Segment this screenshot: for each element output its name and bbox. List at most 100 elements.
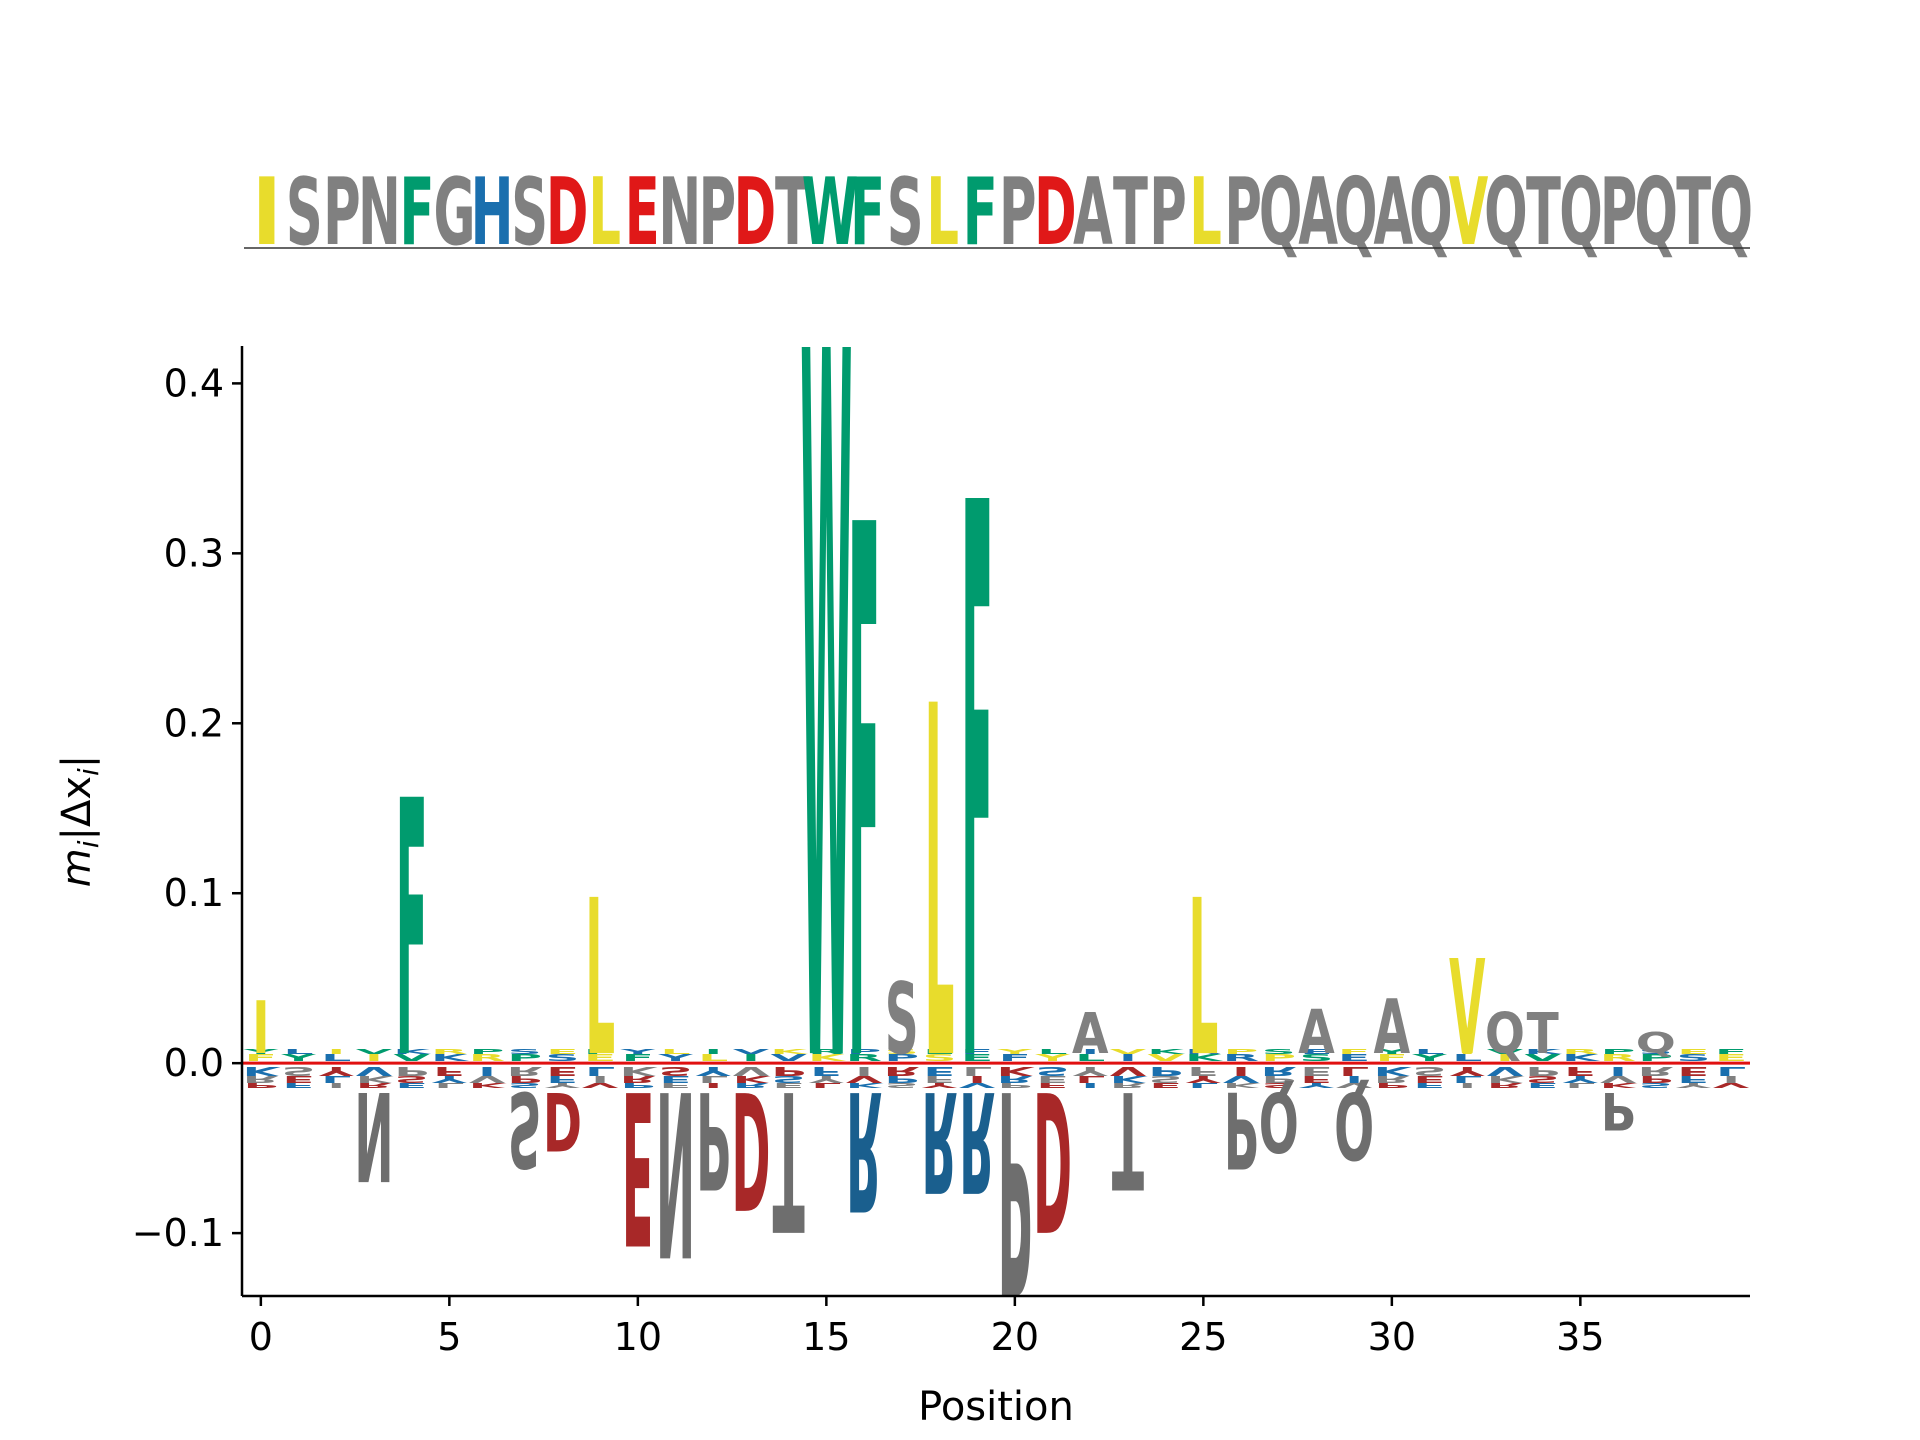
minor-letter-text: P	[394, 1064, 429, 1078]
minor-letter-text: V	[846, 1074, 883, 1085]
minor-letter-text: I	[704, 1048, 722, 1056]
minor-letter-text: L	[1339, 1064, 1369, 1078]
minor-letter: L	[1716, 1064, 1746, 1078]
sequence-letter-text: T	[1676, 158, 1711, 267]
positive-letter-19: F	[961, 347, 993, 1233]
negative-letter-3: N	[354, 1064, 393, 1206]
minor-letter: I	[704, 1082, 722, 1090]
minor-letter-text: R	[1562, 1048, 1598, 1056]
minor-letter-text: K	[1487, 1074, 1526, 1085]
minor-letter: E	[1527, 1082, 1559, 1090]
minor-letter-text: E	[773, 1082, 805, 1090]
minor-letter-text: F	[433, 1064, 465, 1078]
sequence-letter-text: P	[1600, 158, 1638, 267]
minor-letter: S	[508, 1082, 542, 1090]
negative-letter-26: P	[1224, 1067, 1259, 1190]
minor-letter-text: V	[1600, 1074, 1637, 1085]
sequence-letter: H	[471, 158, 514, 267]
sequence-letter: V	[1449, 158, 1489, 267]
minor-letter: S	[922, 1052, 956, 1063]
minor-letter-text: K	[770, 1048, 809, 1056]
sequence-letter: D	[1034, 158, 1077, 267]
sequence-letter-text: Q	[1709, 158, 1753, 267]
positive-letter-15: W	[800, 153, 852, 1282]
sequence-letter: Q	[1484, 158, 1528, 267]
minor-letter-text: R	[1185, 1048, 1221, 1056]
sequence-letter: Q	[1409, 158, 1453, 267]
minor-letter-text: F	[999, 1052, 1031, 1063]
minor-letter: R	[356, 1082, 392, 1090]
minor-letter: F	[1715, 1048, 1747, 1056]
negative-letter-11-text: N	[656, 1039, 695, 1303]
minor-letter: I	[1232, 1064, 1250, 1078]
minor-letter-text: Y	[318, 1064, 355, 1078]
minor-letter-text: V	[770, 1052, 807, 1063]
positive-letter-22-text: A	[1072, 1002, 1108, 1067]
sequence-letter: D	[734, 158, 777, 267]
minor-letter-text: V	[582, 1082, 618, 1090]
minor-letter-text: F	[1300, 1074, 1332, 1085]
sequence-letter-text: L	[926, 158, 959, 267]
minor-letter: R	[808, 1048, 844, 1056]
minor-letter: E	[282, 1074, 314, 1085]
sequence-letter: A	[1073, 158, 1113, 267]
minor-letter-text: R	[356, 1082, 392, 1090]
sequence-letter: E	[625, 158, 660, 267]
minor-letter: I	[1496, 1052, 1514, 1063]
minor-letter-text: E	[584, 1052, 616, 1063]
y-title-close: |	[54, 755, 100, 768]
sequence-letter: Q	[1634, 158, 1678, 267]
minor-letter: L	[698, 1052, 728, 1063]
negative-letter-27-text: Q	[1259, 1074, 1299, 1170]
sequence-letter: P	[1224, 158, 1262, 267]
minor-letter: P	[1375, 1082, 1410, 1090]
minor-letter: Y	[544, 1082, 580, 1090]
minor-letter: E	[923, 1064, 955, 1078]
sequence-letter-text: A	[1298, 158, 1338, 267]
sequence-letter-text: S	[511, 158, 548, 267]
negative-letter-23-text: T	[1112, 1061, 1144, 1217]
minor-letter-text: K	[846, 1082, 885, 1090]
minor-letter-text: L	[284, 1048, 314, 1056]
minor-letter: S	[1036, 1064, 1070, 1078]
minor-letter-text: K	[1110, 1074, 1149, 1085]
minor-letter-text: L	[1075, 1052, 1105, 1063]
minor-letter: K	[808, 1052, 847, 1063]
minor-letter-text: E	[923, 1048, 955, 1056]
minor-letter: E	[923, 1048, 955, 1056]
x-tick-label: 35	[1556, 1315, 1604, 1359]
minor-letter-text: S	[1639, 1048, 1673, 1056]
minor-letter: E	[1300, 1064, 1332, 1078]
minor-letter-text: S	[282, 1064, 316, 1078]
negative-letter-8-text: D	[543, 1074, 582, 1167]
minor-letter-text: V	[393, 1052, 430, 1063]
minor-letter: I	[742, 1052, 760, 1063]
sequence-letter-text: Q	[1634, 158, 1678, 267]
minor-letter-text: V	[356, 1048, 392, 1056]
minor-letter-text: S	[1262, 1048, 1296, 1056]
sequence-letter-text: A	[1373, 158, 1413, 267]
minor-letter: L	[1038, 1048, 1068, 1056]
minor-letter: K	[469, 1082, 508, 1090]
sequence-letter-text: I	[252, 158, 282, 267]
minor-letter-text: Y	[657, 1052, 693, 1063]
minor-letter: S	[885, 1048, 919, 1056]
minor-letter: R	[1600, 1052, 1636, 1063]
minor-letter: K	[393, 1048, 432, 1056]
minor-letter: I	[1458, 1048, 1476, 1056]
minor-letter: Y	[1072, 1064, 1109, 1078]
minor-letter-text: S	[395, 1074, 429, 1085]
y-ticks: −0.1 0.0 0.1 0.2 0.3 0.4	[132, 361, 242, 1255]
sequence-letter: G	[434, 158, 476, 267]
negative-letter-7-text: S	[508, 1069, 542, 1189]
axes	[240, 346, 1750, 1298]
minor-letter-text: Y	[695, 1064, 732, 1078]
negative-letter-29-text: Q	[1334, 1071, 1374, 1178]
minor-letter: I	[327, 1082, 345, 1090]
minor-letter: I	[704, 1048, 722, 1056]
minor-letter: E	[1036, 1074, 1068, 1085]
minor-letter-text: F	[584, 1048, 616, 1056]
minor-letter-text: R	[1638, 1064, 1674, 1078]
minor-letter-text: Y	[242, 1048, 278, 1056]
minor-letter-text: R	[1374, 1074, 1410, 1085]
